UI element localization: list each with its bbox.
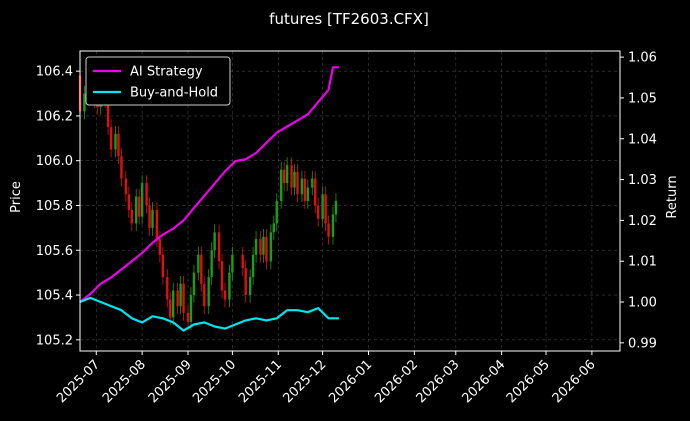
left-y-tick-label: 105.4 [36, 289, 73, 304]
candle-down [145, 183, 148, 206]
candle-down [127, 194, 131, 210]
candle-down [244, 268, 247, 296]
candle-down [314, 178, 317, 206]
ai-strategy-line [79, 66, 339, 303]
plot-frame [79, 50, 621, 352]
candle-down [130, 209, 133, 224]
candle-up [306, 187, 310, 201]
candle-down [203, 283, 206, 307]
candle-up [207, 277, 210, 307]
candle-down [265, 236, 268, 262]
candle-up [334, 201, 338, 215]
legend-entry: Buy-and-Hold [130, 86, 218, 101]
right-y-tick-label: 0.99 [628, 336, 657, 351]
right-y-axis-ticks: 0.99 1.00 1.01 1.02 1.03 1.04 1.05 1.06 [620, 51, 657, 351]
right-y-axis-label: Return [665, 175, 680, 218]
candle-down [303, 178, 307, 201]
candle-up [189, 295, 193, 322]
candle-down [200, 254, 203, 284]
candle-down [290, 165, 293, 188]
candle-up [300, 178, 304, 195]
candle-down [117, 133, 120, 157]
candle-up [83, 93, 86, 112]
left-y-tick-label: 105.2 [36, 333, 73, 348]
candle-up [275, 201, 278, 224]
legend: AI Strategy Buy-and-Hold [85, 56, 231, 106]
candle-up [248, 277, 252, 296]
left-y-tick-label: 105.6 [36, 244, 73, 259]
candle-down [316, 205, 320, 219]
candle-up [262, 236, 265, 255]
right-y-tick-label: 1.04 [628, 132, 657, 147]
candle-down [327, 223, 330, 237]
candle-down [324, 194, 327, 224]
candle-up [213, 232, 216, 251]
candle-down [161, 254, 165, 278]
candle-down [124, 178, 128, 195]
candle-up [228, 272, 231, 300]
right-y-tick-label: 1.02 [628, 214, 657, 229]
candle-down [220, 261, 224, 291]
left-y-axis-label: Price [9, 181, 24, 213]
candle-down [241, 254, 244, 269]
candle-up [114, 133, 117, 150]
candle-up [321, 194, 324, 219]
left-y-tick-label: 106.2 [36, 109, 73, 124]
candle-down [296, 171, 299, 195]
candle-down [158, 239, 162, 255]
legend-box [85, 56, 231, 106]
candle-up [192, 272, 196, 296]
candle-down [176, 290, 179, 307]
candle-down [106, 100, 110, 128]
legend-entry: AI Strategy [130, 65, 203, 80]
candle-up [140, 183, 144, 217]
candle-down [120, 156, 123, 179]
grid-lines [80, 51, 620, 351]
buy-and-hold-line [79, 296, 339, 332]
right-y-tick-label: 1.05 [628, 91, 657, 106]
chart-title: futures [TF2603.CFX] [269, 10, 429, 28]
candle-up [231, 254, 234, 273]
candle-up [280, 169, 283, 201]
candle-down [166, 277, 169, 300]
candle-down [169, 299, 172, 318]
candle-up [293, 171, 296, 188]
right-y-tick-label: 1.06 [628, 51, 657, 66]
candle-up [210, 250, 213, 278]
return-lines [79, 66, 339, 332]
candle-up [179, 283, 182, 307]
candle-up [285, 165, 289, 184]
candle-up [269, 232, 273, 262]
candle-up [151, 209, 154, 228]
candle-up [251, 254, 255, 278]
left-y-tick-label: 106.4 [36, 65, 73, 80]
left-y-tick-label: 106.0 [36, 154, 73, 169]
candle-up [272, 223, 276, 233]
candle-down [186, 312, 190, 322]
candle-down [182, 283, 185, 313]
candle-down [137, 196, 141, 217]
right-y-tick-label: 1.03 [628, 173, 657, 188]
left-y-axis-ticks: 105.2 105.4 105.6 105.8 106.0 106.2 106.4 [36, 65, 80, 348]
candle-down [259, 239, 262, 255]
candle-down [217, 232, 221, 262]
right-y-tick-label: 1.00 [628, 296, 657, 311]
candle-up [135, 196, 138, 224]
candle-up [172, 290, 175, 318]
candle-down [155, 209, 159, 240]
candle-up [254, 239, 258, 255]
candle-down [148, 205, 151, 228]
left-y-tick-label: 105.8 [36, 199, 73, 214]
candle-down [109, 127, 113, 150]
candle-down [282, 169, 286, 184]
candle-up [331, 214, 335, 237]
right-y-tick-label: 1.01 [628, 255, 657, 270]
candle-down [223, 290, 227, 300]
candle-up [197, 254, 200, 273]
candle-up [311, 178, 314, 188]
